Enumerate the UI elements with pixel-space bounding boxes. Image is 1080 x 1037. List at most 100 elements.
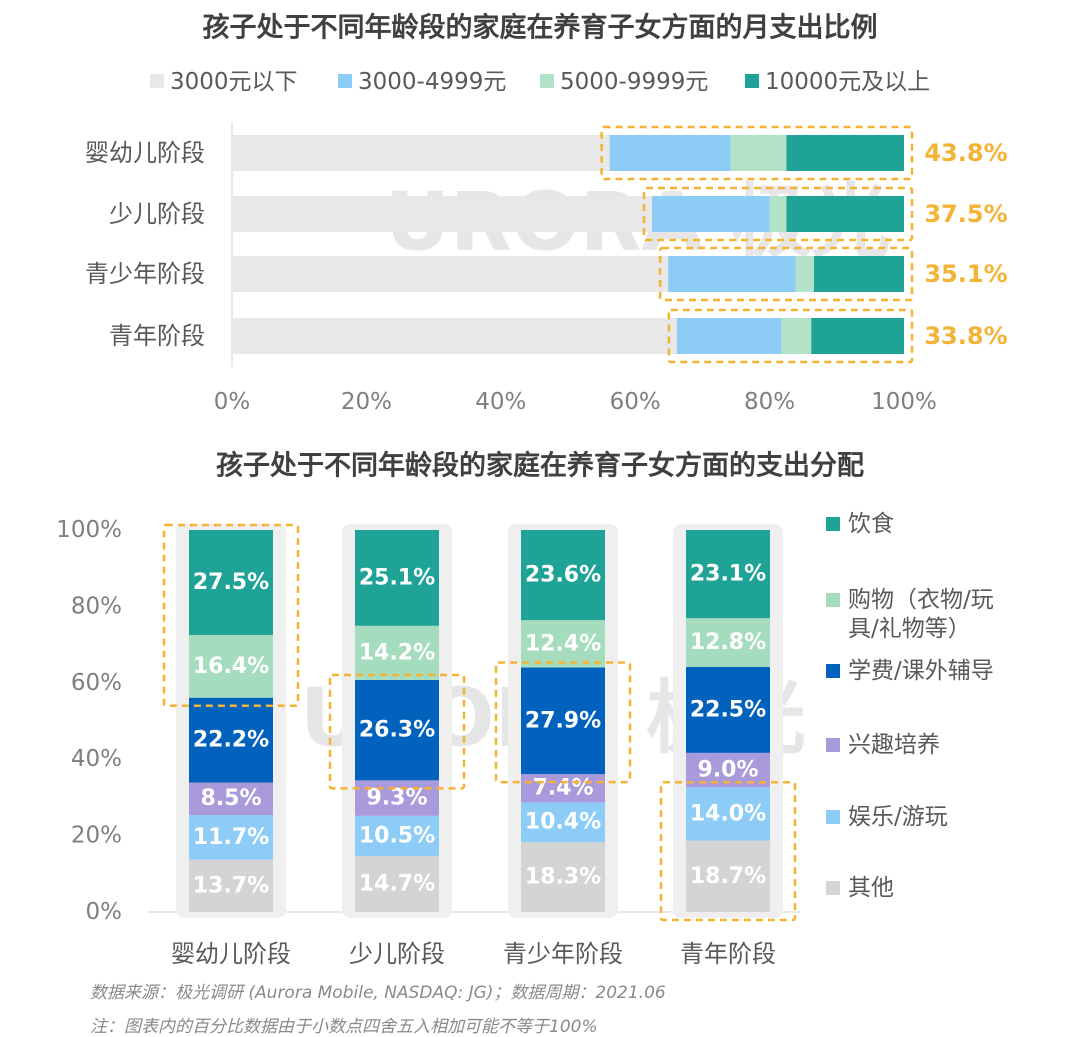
data-label: 12.8% bbox=[690, 630, 766, 655]
category-label: 青年阶段 bbox=[680, 940, 776, 968]
bar-segment bbox=[232, 318, 677, 354]
y-tick-label: 20% bbox=[71, 823, 122, 849]
highlight-box bbox=[659, 780, 797, 922]
data-label: 23.6% bbox=[525, 563, 601, 588]
highlight-label: 37.5% bbox=[924, 200, 1007, 228]
data-label: 18.7% bbox=[690, 864, 766, 889]
legend-label: 3000元以下 bbox=[170, 69, 298, 95]
data-label: 10.5% bbox=[359, 823, 435, 848]
y-tick-label: 100% bbox=[56, 517, 122, 543]
bar-segment bbox=[189, 635, 273, 698]
legend-label: 兴趣培养 bbox=[848, 732, 940, 758]
data-label: 25.1% bbox=[359, 565, 435, 590]
legend-swatch bbox=[826, 593, 840, 607]
bar-segment bbox=[686, 840, 770, 912]
bar-segment bbox=[686, 530, 770, 619]
legend-label: 其他 bbox=[848, 875, 894, 901]
bar-segment bbox=[232, 256, 669, 292]
highlight-label: 33.8% bbox=[924, 322, 1007, 350]
legend-label: 饮食 bbox=[848, 511, 894, 537]
highlight-box bbox=[328, 673, 466, 790]
legend-swatch bbox=[826, 881, 840, 895]
bar-segment bbox=[676, 318, 782, 354]
x-tick-label: 20% bbox=[341, 389, 392, 415]
legend-label: 5000-9999元 bbox=[560, 69, 708, 95]
bar-segment bbox=[355, 530, 439, 626]
bar-segment bbox=[521, 530, 605, 621]
bar-segment bbox=[355, 780, 439, 816]
legend-label: 娱乐/游玩 bbox=[848, 804, 948, 830]
bar-segment bbox=[609, 135, 731, 171]
legend-label: 10000元及以上 bbox=[765, 69, 930, 95]
data-label: 26.3% bbox=[359, 718, 435, 743]
bar-segment bbox=[769, 196, 787, 232]
bar-segment bbox=[652, 196, 770, 232]
x-tick-label: 0% bbox=[214, 389, 251, 415]
bar-segment bbox=[521, 620, 605, 668]
bar-segment bbox=[795, 256, 814, 292]
data-label: 27.9% bbox=[525, 708, 601, 733]
bar-segment bbox=[730, 135, 787, 171]
highlight-box bbox=[667, 308, 914, 364]
y-tick-label: 80% bbox=[71, 593, 122, 619]
category-label: 少儿阶段 bbox=[349, 940, 445, 968]
legend-swatch-3 bbox=[745, 74, 759, 88]
x-tick-label: 40% bbox=[475, 389, 526, 415]
bar-segment bbox=[521, 667, 605, 775]
data-label: 23.1% bbox=[690, 562, 766, 587]
category-label: 少儿阶段 bbox=[109, 200, 205, 228]
x-tick-label: 80% bbox=[744, 389, 795, 415]
data-label: 22.5% bbox=[690, 697, 766, 722]
bar-segment bbox=[786, 196, 904, 232]
legend-swatch bbox=[826, 738, 840, 752]
y-tick-label: 0% bbox=[86, 899, 123, 925]
bar-segment bbox=[189, 859, 273, 912]
legend-label: 具/礼物等） bbox=[848, 616, 971, 642]
bar-segment bbox=[355, 815, 439, 856]
highlight-box bbox=[494, 661, 632, 784]
rounding-note: 注：图表内的百分比数据由于小数点四舍五入相加可能不等于100% bbox=[90, 1017, 598, 1037]
chart1-title: 孩子处于不同年龄段的家庭在养育子女方面的月支出比例 bbox=[203, 12, 878, 44]
data-label: 22.2% bbox=[193, 728, 269, 753]
bar-segment bbox=[521, 842, 605, 912]
category-label: 青年阶段 bbox=[109, 322, 205, 350]
legend-label: 购物（衣物/玩 bbox=[848, 587, 994, 613]
data-label: 14.2% bbox=[359, 640, 435, 665]
data-label: 18.3% bbox=[525, 865, 601, 890]
bar-segment bbox=[781, 318, 812, 354]
highlight-label: 35.1% bbox=[924, 260, 1007, 288]
bar-segment bbox=[232, 135, 610, 171]
data-label: 8.5% bbox=[200, 786, 261, 811]
bar-segment bbox=[232, 196, 652, 232]
data-label: 16.4% bbox=[193, 654, 269, 679]
category-label: 婴幼儿阶段 bbox=[171, 940, 291, 968]
bar-segment bbox=[189, 814, 273, 860]
data-label: 10.4% bbox=[525, 810, 601, 835]
y-tick-label: 40% bbox=[71, 746, 122, 772]
bar-segment bbox=[813, 256, 904, 292]
highlight-box bbox=[162, 523, 300, 707]
legend-swatch-2 bbox=[540, 74, 554, 88]
bar-segment bbox=[668, 256, 796, 292]
bar-segment bbox=[189, 782, 273, 815]
highlight-label: 43.8% bbox=[924, 139, 1007, 167]
data-source-note: 数据来源：极光调研 (Aurora Mobile, NASDAQ: JG)；数据… bbox=[90, 983, 666, 1003]
highlight-box bbox=[642, 186, 914, 242]
category-label: 青少年阶段 bbox=[503, 940, 623, 968]
category-label: 青少年阶段 bbox=[85, 260, 205, 288]
x-tick-label: 60% bbox=[610, 389, 661, 415]
data-label: 12.4% bbox=[525, 631, 601, 656]
legend-swatch bbox=[826, 664, 840, 678]
data-label: 27.5% bbox=[193, 570, 269, 595]
x-tick-label: 100% bbox=[871, 389, 937, 415]
bar-segment bbox=[686, 618, 770, 668]
bar-segment bbox=[686, 787, 770, 841]
bar-segment bbox=[686, 667, 770, 753]
legend-swatch-1 bbox=[338, 74, 352, 88]
legend-swatch-0 bbox=[150, 74, 164, 88]
y-tick-label: 60% bbox=[71, 670, 122, 696]
data-label: 13.7% bbox=[193, 873, 269, 898]
category-label: 婴幼儿阶段 bbox=[85, 139, 205, 167]
data-label: 7.4% bbox=[532, 776, 593, 801]
